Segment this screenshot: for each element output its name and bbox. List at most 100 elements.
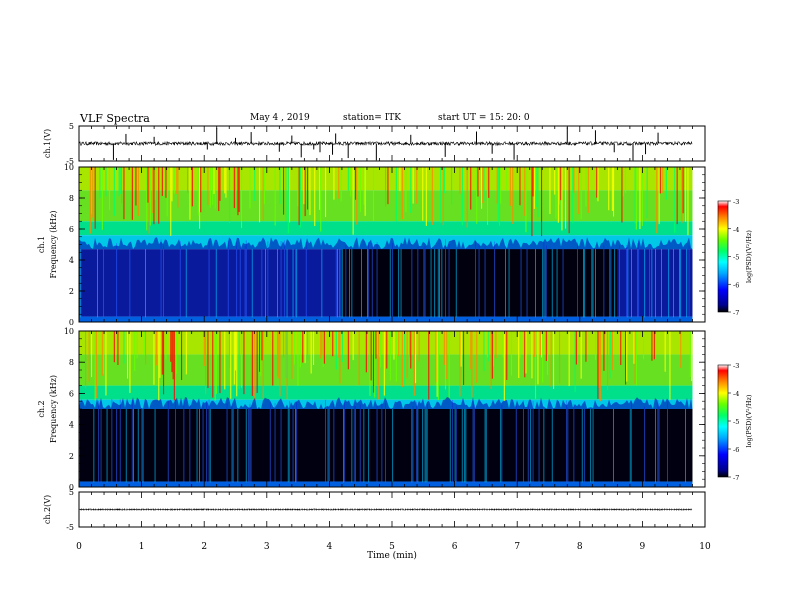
spectral-streak <box>525 331 527 374</box>
spectral-streak <box>361 246 362 318</box>
spectral-streak <box>524 331 526 378</box>
spectral-streak <box>613 402 614 483</box>
spectral-streak <box>488 331 490 362</box>
spectral-streak <box>399 167 401 192</box>
spectral-streak <box>437 244 439 318</box>
spectral-streak <box>369 331 371 396</box>
spectral-streak <box>590 405 592 483</box>
y-tick-label: 0 <box>69 483 74 492</box>
spectral-streak <box>543 399 545 483</box>
spectral-streak <box>237 167 239 216</box>
spectral-streak <box>249 403 251 483</box>
spectral-streak <box>224 167 226 194</box>
spectral-streak <box>599 331 601 402</box>
spectral-streak <box>523 400 524 483</box>
spectral-streak <box>136 331 138 359</box>
spectral-streak <box>651 242 653 318</box>
spectral-streak <box>289 167 291 223</box>
spectral-streak <box>233 167 235 209</box>
spectral-streak <box>254 331 256 401</box>
spectral-streak <box>375 331 377 359</box>
spectral-streak <box>520 248 522 318</box>
spectral-streak <box>325 167 327 218</box>
spectral-streak <box>285 167 287 222</box>
colorbar-tick-label: -7 <box>733 309 739 317</box>
spectral-streak <box>405 167 407 212</box>
spectral-streak <box>131 167 133 220</box>
spectral-streak <box>262 167 264 221</box>
spectral-streak <box>176 331 178 374</box>
spectral-streak <box>284 240 286 318</box>
spectral-streak <box>367 240 368 318</box>
spectral-streak <box>556 243 558 318</box>
spectral-streak <box>347 167 349 191</box>
spectral-streak <box>620 331 622 365</box>
spectral-streak <box>455 406 457 483</box>
spectral-streak <box>509 167 511 206</box>
spectral-streak <box>635 331 637 386</box>
colorbar-tick-label: -5 <box>733 418 739 426</box>
spectral-streak <box>256 331 258 393</box>
spectral-streak <box>681 167 683 224</box>
spectral-streak <box>373 331 375 393</box>
spectral-streak <box>340 167 342 202</box>
spectral-streak <box>596 167 598 198</box>
spectral-streak <box>152 167 154 214</box>
spectral-streak <box>483 331 485 372</box>
spectral-streak <box>351 400 353 483</box>
spectral-streak <box>320 331 322 359</box>
spectral-streak <box>401 167 403 220</box>
spectral-streak <box>113 167 115 216</box>
spectral-streak <box>651 331 653 361</box>
spectral-streak <box>656 167 658 234</box>
spectral-streak <box>352 331 354 361</box>
spectral-streak <box>91 167 93 214</box>
spectral-streak <box>323 331 325 364</box>
spectral-streak <box>359 404 361 483</box>
colorbar-label: log(PSD)(V²/Hz) <box>745 394 753 447</box>
spectral-streak <box>299 331 301 368</box>
spectral-streak <box>359 167 361 212</box>
spectral-streak <box>389 239 391 318</box>
spectral-streak <box>478 242 480 318</box>
spectral-streak <box>293 331 295 365</box>
colorbar-spectrogram-ch1 <box>717 200 729 313</box>
spectral-streak <box>482 167 484 204</box>
spectral-streak <box>491 331 493 379</box>
spectral-streak <box>303 167 305 205</box>
spectral-streak <box>644 245 646 318</box>
spectral-streak <box>248 407 250 483</box>
spectral-streak <box>583 242 584 318</box>
spectral-streak <box>325 399 326 483</box>
y-axis-label: ch.1 <box>37 236 46 253</box>
spectral-streak <box>209 167 211 208</box>
spectral-streak <box>653 331 655 360</box>
spectral-streak <box>487 331 489 358</box>
spectral-streak <box>111 399 113 483</box>
spectral-streak <box>121 167 123 204</box>
spectral-streak <box>307 331 309 360</box>
spectral-streak <box>285 331 287 379</box>
spectral-streak <box>566 400 568 483</box>
x-tick-label: 6 <box>452 542 458 552</box>
spectral-streak <box>231 405 233 483</box>
spectral-streak <box>302 331 304 363</box>
spectrogram-image-spectrogram-ch1 <box>79 167 693 322</box>
x-tick-label: 9 <box>640 542 646 552</box>
spectral-streak <box>259 167 261 223</box>
spectral-streak <box>485 406 487 483</box>
spectral-streak <box>158 331 160 401</box>
spectral-streak <box>339 331 341 384</box>
spectral-streak <box>118 167 120 197</box>
spectral-streak <box>451 167 453 205</box>
spectral-streak <box>292 405 294 483</box>
spectral-streak <box>161 331 163 375</box>
spectral-band <box>79 481 693 487</box>
spectral-streak <box>415 331 417 384</box>
spectral-streak <box>488 167 490 198</box>
spectral-streak <box>185 244 187 318</box>
spectral-streak <box>626 331 628 382</box>
y-tick-label: 2 <box>69 452 74 461</box>
spectral-streak <box>119 167 121 195</box>
spectral-streak <box>658 403 660 483</box>
